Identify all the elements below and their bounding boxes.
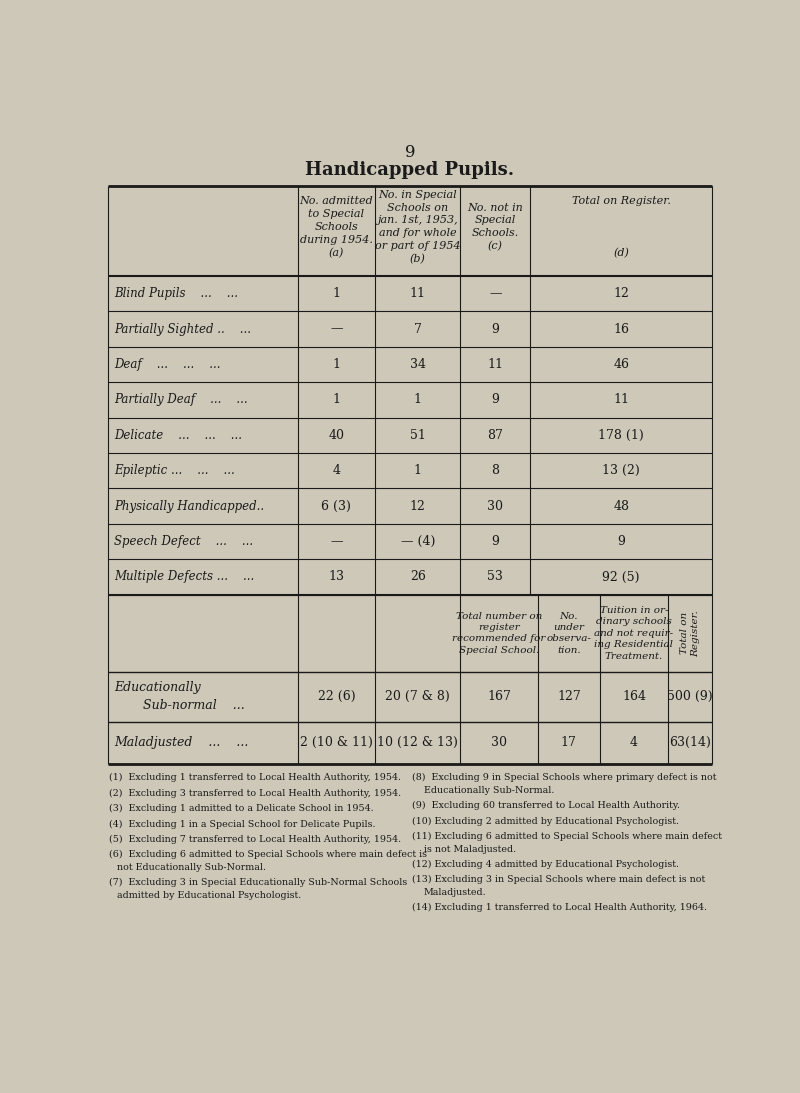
Text: 12: 12	[410, 500, 426, 513]
Text: 9: 9	[491, 536, 499, 548]
Text: 6 (3): 6 (3)	[322, 500, 351, 513]
Text: 48: 48	[613, 500, 629, 513]
Text: Sub-normal    ...: Sub-normal ...	[127, 700, 245, 713]
Text: Handicapped Pupils.: Handicapped Pupils.	[306, 162, 514, 179]
Text: Total number on
register
recommended for
Special School.: Total number on register recommended for…	[453, 611, 546, 655]
Text: 9: 9	[491, 322, 499, 336]
Text: (5)  Excluding 7 transferred to Local Health Authority, 1954.: (5) Excluding 7 transferred to Local Hea…	[110, 835, 402, 844]
Text: (8)  Excluding 9 in Special Schools where primary defect is not: (8) Excluding 9 in Special Schools where…	[411, 774, 716, 783]
Text: 11: 11	[613, 393, 629, 407]
Text: Total on
Register.: Total on Register.	[680, 610, 700, 657]
Text: 164: 164	[622, 690, 646, 703]
Text: —: —	[489, 287, 502, 301]
Text: 34: 34	[410, 359, 426, 371]
Text: 9: 9	[491, 393, 499, 407]
Text: Partially Sighted ..    ...: Partially Sighted .. ...	[114, 322, 251, 336]
Text: 53: 53	[487, 571, 503, 584]
Text: 12: 12	[614, 287, 629, 301]
Text: 40: 40	[328, 428, 344, 442]
Text: (1)  Excluding 1 transferred to Local Health Authority, 1954.: (1) Excluding 1 transferred to Local Hea…	[110, 774, 402, 783]
Text: 30: 30	[491, 737, 507, 750]
Text: 1: 1	[414, 393, 422, 407]
Text: 87: 87	[487, 428, 503, 442]
Text: Educationally: Educationally	[114, 681, 201, 694]
Text: 13 (2): 13 (2)	[602, 465, 640, 478]
Text: (2)  Excluding 3 transferred to Local Health Authority, 1954.: (2) Excluding 3 transferred to Local Hea…	[110, 789, 402, 798]
Text: (11) Excluding 6 admitted to Special Schools where main defect: (11) Excluding 6 admitted to Special Sch…	[411, 832, 722, 841]
Text: No. in Special
Schools on
jan. 1st, 1953,
and for whole
or part of 1954
(b): No. in Special Schools on jan. 1st, 1953…	[375, 190, 461, 265]
Text: Total on Register.



(d): Total on Register. (d)	[572, 197, 670, 258]
Text: — (4): — (4)	[401, 536, 435, 548]
Text: 20 (7 & 8): 20 (7 & 8)	[386, 690, 450, 703]
Text: Tuition in or-
dinary schools
and not requir-
ing Residential
Treatment.: Tuition in or- dinary schools and not re…	[594, 606, 674, 660]
Text: 127: 127	[557, 690, 581, 703]
Text: Maladjusted    ...    ...: Maladjusted ... ...	[114, 737, 248, 750]
Text: 9: 9	[618, 536, 625, 548]
Text: (13) Excluding 3 in Special Schools where main defect is not: (13) Excluding 3 in Special Schools wher…	[411, 875, 705, 884]
Text: 8: 8	[491, 465, 499, 478]
Text: 92 (5): 92 (5)	[602, 571, 640, 584]
Text: (12) Excluding 4 admitted by Educational Psychologist.: (12) Excluding 4 admitted by Educational…	[411, 859, 678, 869]
Text: (10) Excluding 2 admitted by Educational Psychologist.: (10) Excluding 2 admitted by Educational…	[411, 816, 678, 825]
Text: 4: 4	[332, 465, 340, 478]
Text: 167: 167	[487, 690, 511, 703]
Text: Speech Defect    ...    ...: Speech Defect ... ...	[114, 536, 253, 548]
Text: 13: 13	[328, 571, 344, 584]
Text: 1: 1	[332, 359, 340, 371]
Text: 26: 26	[410, 571, 426, 584]
Text: 10 (12 & 13): 10 (12 & 13)	[378, 737, 458, 750]
Text: 30: 30	[487, 500, 503, 513]
Text: —: —	[330, 322, 342, 336]
Text: Epileptic ...    ...    ...: Epileptic ... ... ...	[114, 465, 234, 478]
Text: 4: 4	[630, 737, 638, 750]
Text: 46: 46	[613, 359, 629, 371]
Text: not Educationally Sub-Normal.: not Educationally Sub-Normal.	[117, 863, 266, 872]
Text: 22 (6): 22 (6)	[318, 690, 355, 703]
Text: Partially Deaf    ...    ...: Partially Deaf ... ...	[114, 393, 247, 407]
Text: 500 (9): 500 (9)	[667, 690, 713, 703]
Text: 1: 1	[332, 393, 340, 407]
Text: admitted by Educational Psychologist.: admitted by Educational Psychologist.	[117, 891, 302, 901]
Text: No. admitted
to Special
Schools
during 1954.
(a): No. admitted to Special Schools during 1…	[299, 197, 374, 258]
Text: 1: 1	[414, 465, 422, 478]
Text: 1: 1	[332, 287, 340, 301]
Text: Deaf    ...    ...    ...: Deaf ... ... ...	[114, 359, 221, 371]
Text: 51: 51	[410, 428, 426, 442]
Text: 7: 7	[414, 322, 422, 336]
Text: Educationally Sub-Normal.: Educationally Sub-Normal.	[424, 787, 554, 796]
Text: Blind Pupils    ...    ...: Blind Pupils ... ...	[114, 287, 238, 301]
Text: 9: 9	[405, 144, 415, 162]
Text: (14) Excluding 1 transferred to Local Health Authority, 1964.: (14) Excluding 1 transferred to Local He…	[411, 903, 706, 912]
Text: Delicate    ...    ...    ...: Delicate ... ... ...	[114, 428, 242, 442]
Text: (9)  Excluding 60 transferred to Local Health Authority.: (9) Excluding 60 transferred to Local He…	[411, 801, 679, 810]
Text: 11: 11	[487, 359, 503, 371]
Text: (6)  Excluding 6 admitted to Special Schools where main defect is: (6) Excluding 6 admitted to Special Scho…	[110, 850, 427, 859]
Text: (3)  Excluding 1 admitted to a Delicate School in 1954.: (3) Excluding 1 admitted to a Delicate S…	[110, 804, 374, 813]
Text: Multiple Defects ...    ...: Multiple Defects ... ...	[114, 571, 254, 584]
Text: (7)  Excluding 3 in Special Educationally Sub-Normal Schools: (7) Excluding 3 in Special Educationally…	[110, 878, 407, 888]
Text: 11: 11	[410, 287, 426, 301]
Text: is not Maladjusted.: is not Maladjusted.	[424, 845, 516, 854]
Text: 16: 16	[613, 322, 629, 336]
Text: 178 (1): 178 (1)	[598, 428, 644, 442]
Text: No. not in
Special
Schools.
(c): No. not in Special Schools. (c)	[467, 202, 523, 251]
Text: Physically Handicapped..: Physically Handicapped..	[114, 500, 264, 513]
Text: No.
under
observa-
tion.: No. under observa- tion.	[546, 611, 591, 655]
Text: 17: 17	[561, 737, 577, 750]
Text: —: —	[330, 536, 342, 548]
Text: Maladjusted.: Maladjusted.	[424, 889, 486, 897]
Text: (4)  Excluding 1 in a Special School for Delicate Pupils.: (4) Excluding 1 in a Special School for …	[110, 820, 376, 828]
Text: 2 (10 & 11): 2 (10 & 11)	[300, 737, 373, 750]
Text: 63(14): 63(14)	[670, 737, 711, 750]
